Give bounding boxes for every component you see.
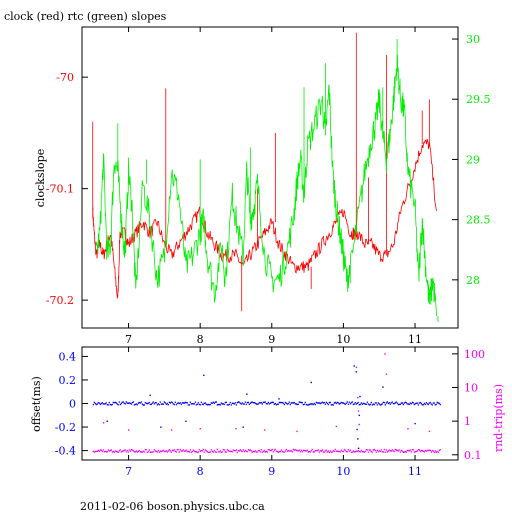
offset-plot-series — [92, 353, 441, 454]
offset-outlier — [414, 422, 416, 425]
rndtrip-outlier — [102, 422, 105, 424]
slope-plot-x-ticks: 7 8 9 10 11 — [125, 27, 422, 346]
y-tick-label-right: 100 — [464, 348, 485, 361]
offset-outlier — [278, 398, 280, 400]
slope-plot-series — [92, 32, 439, 322]
y-tick-label-right: 28 — [466, 274, 480, 287]
rtc-slope-line — [95, 54, 437, 317]
rndtrip-outlier — [385, 373, 388, 375]
offset-outlier — [106, 420, 108, 422]
offset-plot-y-label: offset(ms) — [30, 376, 43, 432]
rndtrip-outlier — [127, 429, 130, 431]
offset-outlier — [246, 393, 248, 395]
offset-outlier — [242, 426, 244, 428]
footer-host-date: 2011-02-06 boson.physics.ubc.ca — [80, 500, 265, 512]
y-tick-label-left: -70.1 — [46, 183, 74, 196]
offset-outlier — [310, 381, 312, 384]
x-tick-label: 7 — [125, 465, 132, 478]
offset-outlier — [357, 447, 360, 450]
y-tick-label-left: -0.4 — [55, 445, 76, 458]
y-tick-label-left: 0.2 — [59, 374, 77, 387]
slope-plot-right-ticks: 28 28.5 29 29.5 30 — [452, 33, 491, 287]
rndtrip-outlier — [264, 429, 266, 431]
offset-outlier — [203, 374, 205, 377]
rndtrip-outlier — [357, 410, 360, 412]
y-tick-label-left: -70 — [56, 71, 74, 84]
y-tick-label-left: 0.4 — [59, 350, 77, 363]
rndtrip-outlier — [335, 425, 338, 428]
rndtrip-plot-y-label: rnd-trip(ms) — [492, 384, 505, 452]
offset-plot-left-ticks: 0.4 0.2 0 -0.2 -0.4 — [55, 350, 88, 458]
x-tick-label: 8 — [197, 333, 204, 346]
rndtrip-outlier — [428, 430, 431, 433]
slope-plot-y-label: clockslope — [34, 149, 47, 207]
offset-outlier — [160, 426, 162, 428]
offset-outlier — [185, 420, 187, 422]
rndtrip-outlier — [355, 366, 358, 369]
y-tick-label-left: -0.2 — [55, 421, 76, 434]
y-tick-label-right: 29.5 — [466, 93, 491, 106]
rndtrip-dots — [92, 448, 441, 454]
x-tick-label: 10 — [336, 465, 350, 478]
x-tick-label: 11 — [408, 465, 422, 478]
y-tick-label-right: 10 — [464, 382, 478, 395]
rndtrip-outlier — [384, 353, 386, 355]
x-tick-label: 11 — [408, 333, 422, 346]
y-tick-label-left: 0 — [69, 398, 76, 411]
offset-plot-right-ticks: 100 10 1 0.1 — [452, 348, 485, 462]
y-tick-label-left: -70.2 — [46, 294, 74, 307]
y-tick-label-right: 28.5 — [466, 214, 491, 227]
slope-plot: 7 8 9 10 11 -70 -70.1 -70.2 28 28.5 29 29.5 30 clo… — [34, 26, 491, 346]
y-tick-label-right: 30 — [466, 33, 480, 46]
offset-outlier — [359, 395, 361, 398]
offset-outlier — [355, 371, 358, 373]
x-tick-label: 8 — [197, 465, 204, 478]
slope-plot-left-ticks: -70 -70.1 -70.2 — [46, 71, 88, 307]
rndtrip-outlier — [235, 428, 237, 430]
chart-title: clock (red) rtc (green) slopes — [4, 10, 167, 23]
y-tick-label-right: 29 — [466, 153, 480, 166]
rndtrip-outlier — [358, 423, 360, 426]
x-tick-label: 7 — [125, 333, 132, 346]
offset-outlier — [353, 365, 355, 367]
rndtrip-outlier — [296, 430, 298, 433]
offset-outlier — [356, 428, 358, 431]
offset-dots — [92, 401, 441, 406]
y-tick-label-right: 0.1 — [464, 449, 482, 462]
rndtrip-outlier — [199, 428, 201, 430]
clock-slope-line — [92, 138, 437, 299]
x-tick-label: 9 — [268, 465, 275, 478]
y-tick-label-right: 1 — [464, 415, 471, 428]
x-tick-label: 9 — [268, 333, 275, 346]
offset-outlier — [149, 394, 151, 397]
rndtrip-outlier — [357, 397, 359, 399]
rndtrip-outlier — [407, 428, 409, 430]
offset-plot: 7 8 9 10 11 0.4 0.2 0 -0.2 -0.4 100 10 1 0.1 offset… — [30, 346, 505, 478]
offset-outlier — [358, 414, 360, 417]
rndtrip-outlier — [170, 429, 173, 431]
offset-outlier — [382, 386, 384, 388]
slope-plot-frame — [81, 26, 459, 329]
offset-outlier — [357, 438, 359, 440]
offset-plot-x-ticks: 7 8 9 10 11 — [125, 347, 422, 478]
x-tick-label: 10 — [336, 333, 350, 346]
